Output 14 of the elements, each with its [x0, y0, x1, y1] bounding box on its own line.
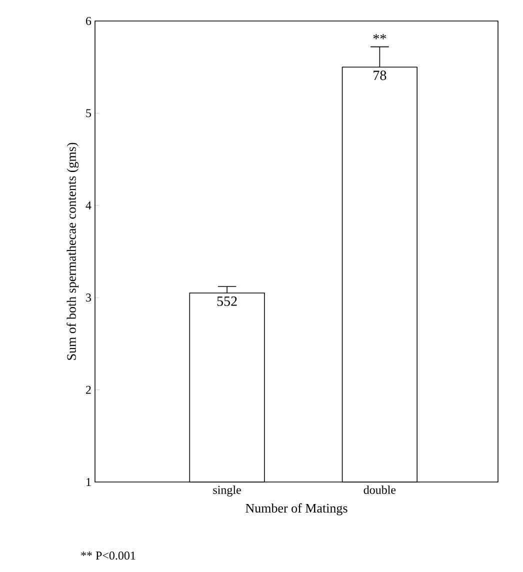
y-tick-label: 2 — [86, 386, 91, 394]
y-tick-label: 4 — [86, 201, 92, 210]
y-tick-label: 1 — [86, 478, 91, 486]
y-tick-label: 3 — [86, 294, 92, 302]
x-axis-title: Number of Matings — [246, 503, 348, 516]
x-tick-label: double — [364, 486, 396, 494]
y-tick-label: 6 — [86, 16, 92, 26]
x-tick-label: single — [213, 486, 241, 496]
y-tick-label: 5 — [86, 109, 92, 118]
annotation: 552 — [217, 296, 237, 306]
annotation: ** — [373, 34, 386, 40]
annotation: 78 — [374, 70, 386, 80]
text: ** P<0.001 — [81, 552, 136, 560]
y-axis-title: Sum of both spermathecae contents (gms) — [66, 142, 79, 360]
